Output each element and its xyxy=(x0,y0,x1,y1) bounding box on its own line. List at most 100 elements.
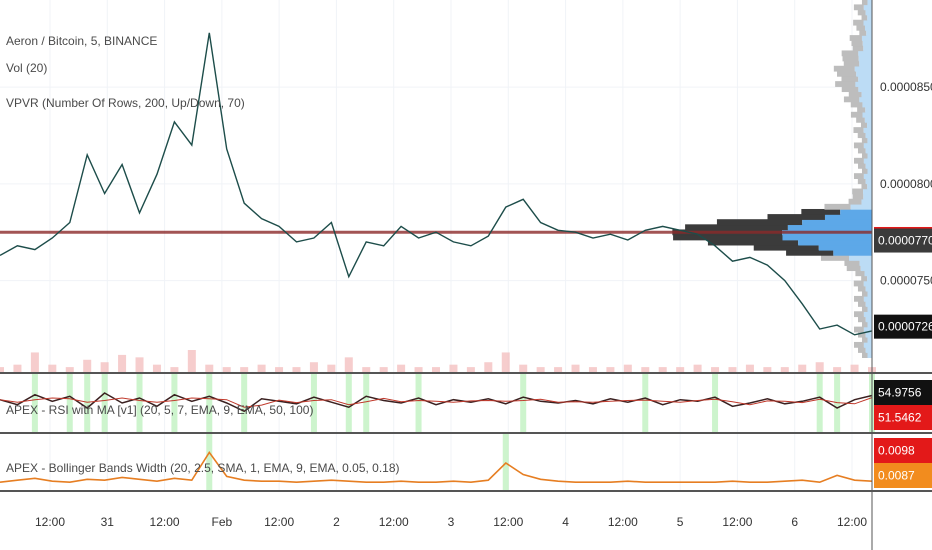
vp-row-up xyxy=(863,127,872,133)
indicator-tag-label: 0.0098 xyxy=(878,444,915,458)
vp-row-up xyxy=(865,162,872,169)
vp-row xyxy=(753,244,819,251)
vp-row xyxy=(841,50,859,57)
rsi-highlight xyxy=(206,374,213,432)
time-tick-label: 5 xyxy=(677,515,684,529)
vp-row xyxy=(786,249,834,256)
rsi-highlight xyxy=(101,374,108,432)
vp-row xyxy=(707,239,799,246)
vp-row xyxy=(844,260,860,266)
volume-bar xyxy=(30,352,39,372)
vp-row xyxy=(857,106,866,113)
indicator-tag xyxy=(874,405,932,430)
price-tick-label: 0.00007500 xyxy=(880,274,932,288)
price-axis[interactable]: 0.000085000.000080000.000075000.00007715… xyxy=(874,80,932,488)
bbw-line xyxy=(0,450,873,484)
volume-bar xyxy=(48,364,57,372)
vp-row xyxy=(846,265,861,272)
volume-bar xyxy=(745,364,754,372)
volume-bar xyxy=(0,367,4,372)
vp-row xyxy=(820,255,850,261)
volume-bar xyxy=(606,367,615,372)
vp-row xyxy=(837,70,857,77)
rsi-highlight xyxy=(84,374,91,432)
vp-row xyxy=(853,19,864,26)
vp-row xyxy=(856,116,865,123)
vp-row xyxy=(861,14,868,21)
vp-row xyxy=(857,9,866,16)
vp-row xyxy=(853,157,864,164)
rsi-highlight xyxy=(171,374,178,432)
vp-row xyxy=(856,24,865,31)
volume-bar xyxy=(711,367,720,372)
time-axis[interactable]: 12:00 31 12:00 Feb 12:00 2 12:00 3 12:00 4 12:00 5 1… xyxy=(35,515,867,529)
vp-row-up xyxy=(867,152,872,159)
price-series xyxy=(0,32,873,336)
vp-row xyxy=(861,0,868,6)
volume-bar xyxy=(222,367,231,372)
rsi-highlight xyxy=(415,374,422,432)
vp-row-up xyxy=(858,86,872,93)
vp-row xyxy=(859,29,867,36)
volume-bar xyxy=(658,367,667,372)
price-tag xyxy=(874,228,932,253)
vp-row xyxy=(854,341,864,348)
vp-row xyxy=(861,290,868,297)
vp-row xyxy=(861,275,868,282)
vp-row xyxy=(857,162,866,169)
vp-row xyxy=(853,295,864,302)
vp-row xyxy=(841,76,859,82)
volume-bar xyxy=(432,367,440,372)
volume-bar xyxy=(780,367,789,372)
volume-bar xyxy=(728,367,737,372)
vp-row xyxy=(861,152,868,159)
vp-row-up xyxy=(856,70,872,77)
vp-row xyxy=(861,168,868,174)
rsi-highlight xyxy=(520,374,527,432)
vp-row-up xyxy=(863,4,872,11)
indicator-tag xyxy=(874,463,932,488)
indicator-tag xyxy=(874,438,932,463)
volume-bar xyxy=(100,362,109,372)
vp-row-up xyxy=(867,352,872,358)
vp-row-up xyxy=(864,24,872,31)
volume-bar xyxy=(257,364,266,372)
volume-bar xyxy=(815,362,824,372)
vp-row xyxy=(855,270,865,277)
legend-symbol: Aeron / Bitcoin, 5, BINANCE xyxy=(6,34,157,48)
vp-row xyxy=(853,173,864,179)
vp-row-up xyxy=(782,234,872,241)
vp-row xyxy=(857,147,866,154)
vp-row-up xyxy=(863,326,872,333)
vp-row xyxy=(824,203,851,210)
rsi-highlight xyxy=(66,374,73,432)
volume-bar xyxy=(588,367,597,372)
vp-row-up xyxy=(865,106,872,113)
volume-bar xyxy=(519,364,528,372)
vp-row-up xyxy=(867,137,872,144)
volume-bar xyxy=(362,367,371,372)
rsi-highlight xyxy=(712,374,719,432)
bbw-highlight xyxy=(206,434,213,490)
volume-bar xyxy=(13,364,22,372)
vp-row-up xyxy=(824,214,872,220)
legend-rsi: APEX - RSI with MA [v1] (20, 5, 7, EMA, … xyxy=(6,403,313,417)
vp-row xyxy=(858,316,866,323)
vp-row xyxy=(848,91,862,98)
vp-row xyxy=(833,65,855,72)
vp-row-up xyxy=(867,290,872,297)
legend-vpvr: VPVR (Number Of Rows, 200, Up/Down, 70) xyxy=(6,96,245,110)
vp-row-up xyxy=(863,173,872,179)
vp-row-up xyxy=(861,198,872,205)
time-tick-label: 12:00 xyxy=(150,515,180,529)
vp-row-up xyxy=(859,96,872,103)
time-tick-label: 12:00 xyxy=(264,515,294,529)
time-tick-label: 2 xyxy=(333,515,340,529)
vp-row-up xyxy=(863,341,872,348)
vp-row-up xyxy=(867,122,872,128)
volume-bar xyxy=(536,367,545,372)
vp-row xyxy=(850,101,863,108)
vp-row xyxy=(848,198,862,205)
